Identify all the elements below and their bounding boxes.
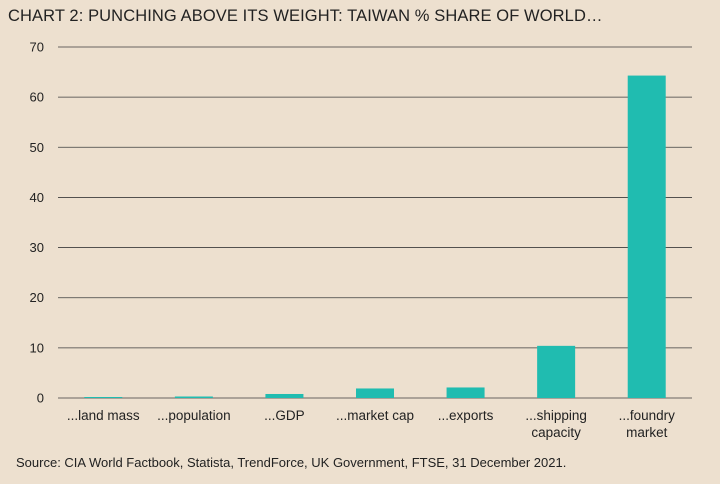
x-category-label: ...foundry market bbox=[619, 408, 676, 440]
y-tick-label: 50 bbox=[30, 140, 44, 155]
bars-layer bbox=[84, 75, 666, 399]
y-tick-label: 10 bbox=[30, 340, 44, 355]
x-category-label: ...shipping capacity bbox=[525, 408, 587, 440]
x-axis-labels: ...land mass ...population ...GDP ...market… bbox=[67, 408, 675, 440]
y-tick-label: 60 bbox=[30, 90, 44, 105]
bar bbox=[356, 388, 394, 398]
chart-source: Source: CIA World Factbook, Statista, Tr… bbox=[16, 455, 567, 470]
y-axis-ticks: 0 10 20 30 40 50 60 70 bbox=[30, 40, 44, 406]
chart-title: CHART 2: PUNCHING ABOVE ITS WEIGHT: TAIW… bbox=[8, 7, 603, 25]
x-category-label: ...market cap bbox=[336, 408, 414, 423]
bar bbox=[174, 396, 213, 398]
y-tick-label: 20 bbox=[30, 290, 44, 305]
x-category-label: ...GDP bbox=[264, 408, 305, 423]
bar bbox=[627, 75, 666, 399]
grid-layer bbox=[58, 46, 692, 399]
bar bbox=[84, 397, 123, 398]
bar bbox=[537, 345, 576, 398]
bar bbox=[446, 387, 485, 398]
x-category-label: ...exports bbox=[438, 408, 494, 423]
y-tick-label: 30 bbox=[30, 240, 44, 255]
x-category-label: ...population bbox=[157, 408, 231, 423]
y-tick-label: 70 bbox=[30, 40, 44, 55]
y-tick-label: 0 bbox=[37, 391, 44, 406]
bar bbox=[265, 393, 304, 398]
y-tick-label: 40 bbox=[30, 190, 44, 205]
x-category-label: ...land mass bbox=[67, 408, 140, 423]
